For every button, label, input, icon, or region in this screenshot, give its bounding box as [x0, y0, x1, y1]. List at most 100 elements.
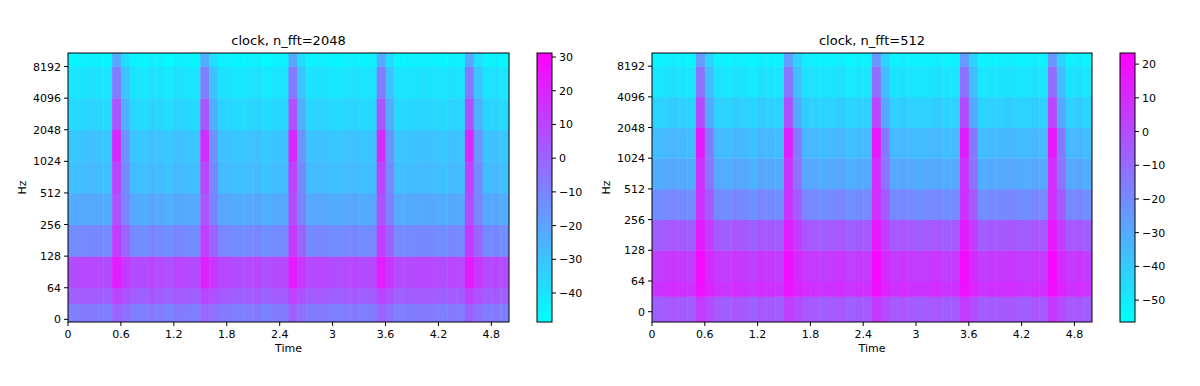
heatmap-cell	[1074, 281, 1083, 297]
heatmap-cell	[951, 66, 960, 97]
heatmap-cell	[386, 53, 395, 67]
heatmap-cell	[253, 161, 262, 193]
heatmap-cell	[94, 130, 103, 162]
x-tick	[68, 322, 69, 326]
heatmap-cell	[872, 220, 881, 251]
heatmap-cell	[147, 98, 156, 130]
heatmap-cell	[165, 53, 174, 67]
heatmap-cell	[183, 304, 192, 322]
heatmap-cell	[740, 220, 749, 251]
y-tick	[64, 319, 68, 320]
colorbar-tick-label: −50	[1142, 294, 1165, 307]
heatmap-cell	[1048, 220, 1057, 251]
heatmap-cell	[1030, 97, 1039, 128]
heatmap-cell	[722, 281, 731, 297]
heatmap-cell	[731, 128, 740, 159]
heatmap-cell	[333, 53, 342, 67]
heatmap-cell	[793, 250, 802, 281]
x-tick-label: 1.8	[218, 328, 236, 341]
heatmap-cell	[447, 288, 456, 304]
y-tick	[648, 127, 652, 128]
heatmap-cell	[705, 66, 714, 97]
chart: 00.61.21.82.433.64.24.806412825651210242…	[16, 33, 582, 355]
heatmap-cell	[491, 304, 500, 322]
heatmap-cell	[209, 67, 218, 99]
heatmap-cell	[183, 225, 192, 257]
heatmap-cell	[491, 53, 500, 67]
x-tick-label: 3.6	[377, 328, 395, 341]
y-tick	[64, 98, 68, 99]
heatmap-cell	[1013, 158, 1022, 189]
heatmap-cell	[103, 256, 112, 288]
heatmap-cell	[819, 250, 828, 281]
heatmap-cell	[183, 193, 192, 225]
colorbar-tick	[552, 293, 556, 294]
heatmap-cell	[828, 189, 837, 220]
heatmap-cell	[324, 225, 333, 257]
heatmap-cell	[705, 53, 714, 67]
heatmap-cell	[403, 98, 412, 130]
x-tick	[332, 322, 333, 326]
heatmap-cell	[333, 193, 342, 225]
heatmap-cell	[819, 281, 828, 297]
heatmap-cell	[315, 256, 324, 288]
heatmap-cell	[456, 67, 465, 99]
colorbar-tick	[1135, 131, 1139, 132]
y-tick-label: 8192	[617, 60, 645, 73]
colorbar-tick	[1135, 232, 1139, 233]
heatmap-cell	[368, 193, 377, 225]
heatmap-cell	[749, 97, 758, 128]
heatmap-cell	[341, 288, 350, 304]
heatmap-cell	[130, 288, 139, 304]
heatmap-cell	[907, 281, 916, 297]
heatmap-cell	[103, 288, 112, 304]
heatmap-cell	[758, 189, 767, 220]
heatmap-cell	[227, 53, 236, 67]
heatmap-cell	[121, 98, 130, 130]
heatmap-cell	[103, 98, 112, 130]
heatmap-cell	[200, 130, 209, 162]
heatmap-cell	[86, 130, 95, 162]
heatmap-cell	[854, 250, 863, 281]
heatmap-cell	[262, 256, 271, 288]
heatmap-cell	[139, 225, 148, 257]
heatmap-cell	[995, 281, 1004, 297]
heatmap-cell	[456, 130, 465, 162]
heatmap-cell	[421, 67, 430, 99]
heatmap-cell	[1022, 97, 1031, 128]
heatmap-cell	[359, 304, 368, 322]
heatmap-cell	[341, 193, 350, 225]
heatmap-cell	[174, 193, 183, 225]
heatmap-cell	[793, 189, 802, 220]
heatmap-cell	[465, 193, 474, 225]
colorbar-tick	[552, 57, 556, 58]
heatmap-cell	[863, 250, 872, 281]
heatmap-cell	[253, 225, 262, 257]
heatmap-cell	[289, 193, 298, 225]
heatmap-cell	[315, 53, 324, 67]
heatmap-cell	[731, 220, 740, 251]
heatmap-cell	[793, 53, 802, 67]
heatmap-cell	[183, 288, 192, 304]
heatmap-cell	[297, 98, 306, 130]
heatmap-cell	[218, 225, 227, 257]
heatmap-cell	[500, 225, 509, 257]
heatmap-cell	[1048, 66, 1057, 97]
x-tick	[120, 322, 121, 326]
heatmap-cell	[297, 53, 306, 67]
y-tick-label: 1024	[617, 152, 645, 165]
heatmap-cell	[394, 130, 403, 162]
heatmap-cell	[147, 53, 156, 67]
heatmap-cell	[341, 130, 350, 162]
heatmap-cell	[297, 67, 306, 99]
heatmap-cell	[1083, 53, 1092, 67]
heatmap-cell	[200, 193, 209, 225]
heatmap-cell	[749, 53, 758, 67]
heatmap-cell	[174, 225, 183, 257]
heatmap-cell	[1066, 66, 1075, 97]
heatmap-cell	[1066, 220, 1075, 251]
heatmap-cell	[94, 161, 103, 193]
heatmap-cell	[112, 98, 121, 130]
colorbar: 3020100−10−20−30−40	[537, 51, 582, 322]
heatmap-cell	[696, 128, 705, 159]
